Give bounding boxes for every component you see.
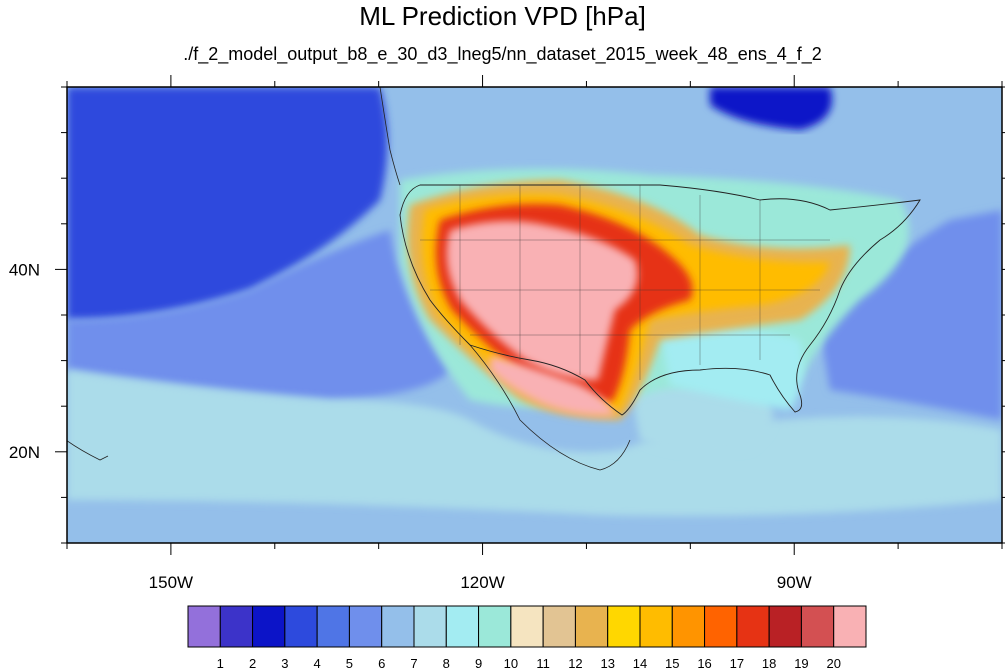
colorbar-swatch — [478, 605, 512, 648]
colorbar-swatch — [348, 605, 383, 648]
y-tick-label: 20N — [9, 443, 40, 462]
us-outline — [399, 184, 921, 416]
colorbar-label: 1 — [217, 656, 224, 671]
colorbar-label: 9 — [475, 656, 482, 671]
colorbar-label: 3 — [281, 656, 288, 671]
colorbar-swatch — [639, 605, 673, 648]
x-tick-label: 120W — [460, 573, 504, 592]
colorbar-label: 20 — [826, 656, 840, 671]
colorbar-swatch — [510, 605, 544, 648]
colorbar-swatch — [445, 605, 480, 648]
colorbar-swatch — [542, 605, 576, 648]
geographic-outlines — [67, 87, 921, 471]
colorbar-swatch — [671, 605, 706, 648]
colorbar-swatch — [187, 605, 221, 648]
colorbar-swatch — [574, 605, 609, 648]
colorbar-label: 18 — [762, 656, 776, 671]
colorbar-label: 7 — [410, 656, 417, 671]
colorbar-label: 13 — [600, 656, 614, 671]
vpd-field — [67, 87, 1002, 543]
region-atlantic-coastal — [820, 210, 1002, 420]
colorbar-label: 5 — [346, 656, 353, 671]
colorbar-label: 12 — [568, 656, 582, 671]
x-tick-label: 90W — [777, 573, 812, 592]
colorbar-swatch — [736, 605, 770, 648]
colorbar-swatch — [800, 605, 835, 648]
hawaii-islands — [67, 440, 109, 461]
region-subtropical-pacific — [67, 370, 1002, 516]
y-tick-label: 40N — [9, 260, 40, 279]
colorbar-swatch — [607, 605, 641, 648]
canada-coast — [379, 87, 401, 186]
colorbar-swatch — [413, 605, 447, 648]
chart-subtitle: ./f_2_model_output_b8_e_30_d3_lneg5/nn_d… — [183, 44, 822, 64]
region-eastern-pacific-band — [67, 230, 450, 400]
colorbar-swatch — [316, 605, 350, 648]
map-ticks: 150W 120W 90W 40N 20N — [9, 75, 1005, 592]
colorbar-label: 4 — [314, 656, 321, 671]
colorbar-label: 2 — [249, 656, 256, 671]
colorbar-swatch — [833, 605, 867, 648]
colorbar-label: 14 — [633, 656, 647, 671]
colorbar-swatch — [284, 605, 318, 648]
colorbar-swatch — [768, 605, 802, 648]
mexico-coast — [469, 344, 631, 471]
colorbar-label: 15 — [665, 656, 679, 671]
x-tick-label: 150W — [149, 573, 193, 592]
colorbar-label: 17 — [730, 656, 744, 671]
colorbar-swatch — [704, 605, 738, 648]
chart-title: ML Prediction VPD [hPa] — [359, 1, 646, 31]
region-mexico-desert — [490, 355, 615, 416]
colorbar-label: 6 — [378, 656, 385, 671]
colorbar-swatch — [219, 605, 254, 648]
colorbar-label: 8 — [443, 656, 450, 671]
colorbar-label: 16 — [697, 656, 711, 671]
colorbar-label: 19 — [794, 656, 808, 671]
region-northwest-pacific-low — [67, 87, 388, 320]
colorbar-label: 11 — [536, 656, 550, 671]
colorbar-label: 10 — [504, 656, 518, 671]
colorbar-swatch — [381, 605, 415, 648]
colorbar: 1 2 3 4 5 6 7 8 9 10 11 12 13 14 15 16 17 18 19 20 — [187, 605, 867, 671]
region-hudson-bay-north — [710, 87, 832, 130]
colorbar-swatch — [252, 605, 286, 648]
region-great-basin-southwest — [446, 221, 638, 380]
